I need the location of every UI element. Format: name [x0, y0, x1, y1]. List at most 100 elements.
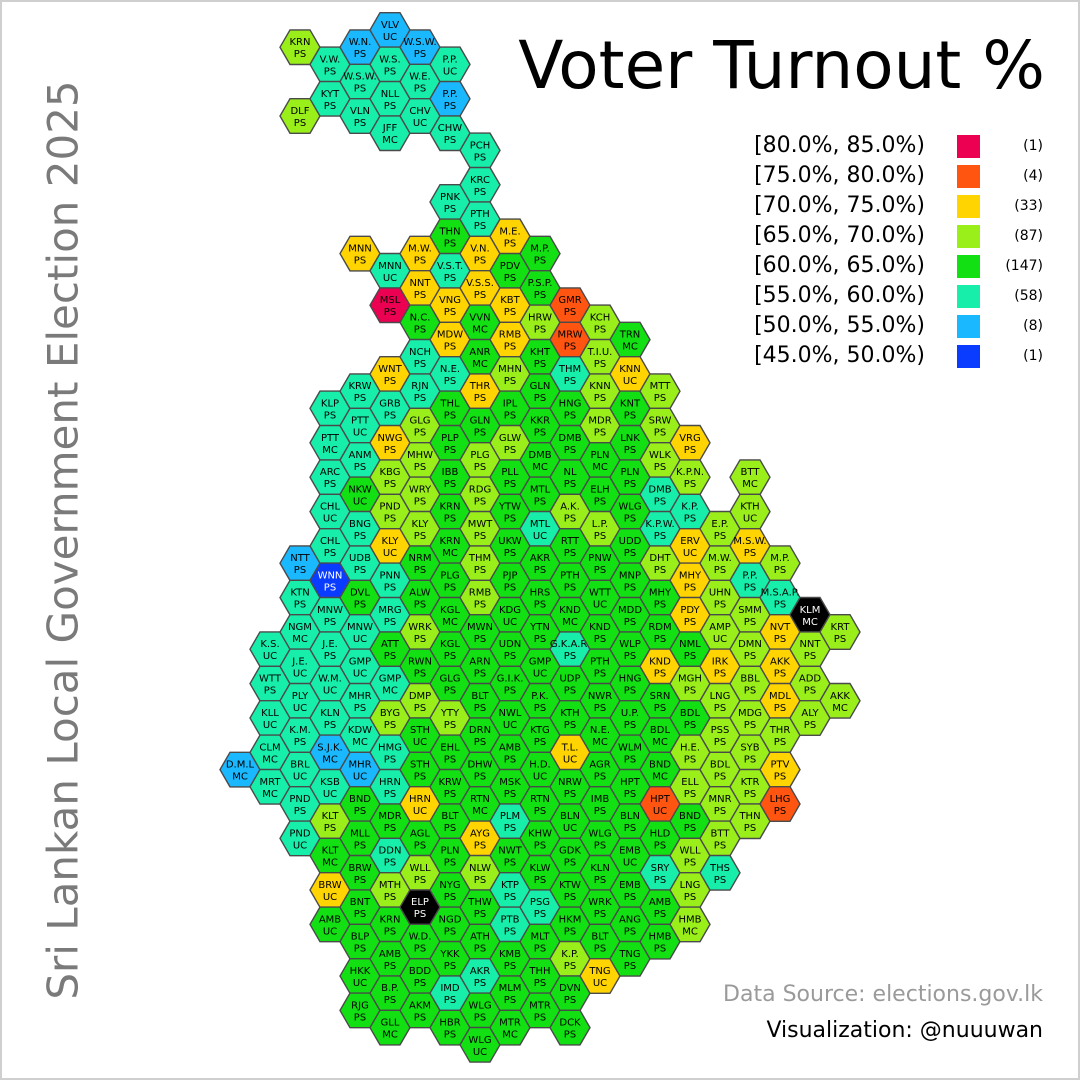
- hex-kind: UC: [383, 548, 397, 559]
- hex-kind: PS: [414, 290, 426, 301]
- legend-swatch: [957, 165, 980, 188]
- hex-kind: PS: [294, 806, 306, 817]
- hex-kind: PS: [294, 600, 306, 611]
- hex-kind: PS: [624, 754, 636, 765]
- hex-kind: PS: [534, 359, 546, 370]
- hex-kind: PS: [804, 651, 816, 662]
- hex-code: UDD: [619, 536, 642, 547]
- hex-code: UDB: [349, 553, 371, 564]
- hex-kind: PS: [744, 789, 756, 800]
- hex-code: G.K.A.R.: [550, 639, 590, 650]
- hex-code: BND: [679, 811, 701, 822]
- hex-cell: [819, 682, 861, 719]
- legend-swatch: [957, 315, 980, 338]
- legend-label: [75.0%, 80.0%): [754, 163, 925, 188]
- hex-code: KTP: [501, 880, 519, 891]
- hex-kind: PS: [474, 187, 486, 198]
- legend-label: [55.0%, 60.0%): [754, 283, 925, 308]
- hex-kind: PS: [654, 668, 666, 679]
- hex-kind: PS: [564, 926, 576, 937]
- hex-code: H.D.: [529, 760, 550, 771]
- hex-kind: PS: [414, 703, 426, 714]
- hex-code: M.P.: [770, 553, 789, 564]
- hex-code: KND: [649, 656, 671, 667]
- hex-kind: PS: [384, 376, 396, 387]
- hex-code: WLG: [618, 502, 641, 513]
- hex-kind: PS: [684, 651, 696, 662]
- hex-code: MHN: [498, 364, 522, 375]
- hex-kind: PS: [744, 823, 756, 834]
- hex-kind: PS: [564, 548, 576, 559]
- hex-code: KHW: [528, 828, 552, 839]
- hex-map: D.M.LMCK.S.UCWTTPSKLLUCCLMMCMRTMCKRNPSDL…: [219, 11, 861, 1063]
- hex-kind: PS: [504, 238, 516, 249]
- hex-kind: PS: [354, 393, 366, 404]
- hex-code: W.N.: [349, 37, 372, 48]
- hex-code: AMP: [709, 622, 731, 633]
- hex-kind: PS: [414, 600, 426, 611]
- hex-code: WLG: [588, 828, 611, 839]
- hex-code: KLW: [529, 863, 550, 874]
- hex-code: YTY: [440, 708, 460, 719]
- hex-code: VLN: [350, 106, 370, 117]
- hex-code: LNG: [710, 691, 731, 702]
- hex-kind: PS: [624, 926, 636, 937]
- hex-code: WNN: [318, 570, 343, 581]
- hex-code: KKR: [530, 416, 550, 427]
- hex-code: MNR: [708, 794, 731, 805]
- hex-kind: PS: [744, 651, 756, 662]
- hex-kind: PS: [714, 531, 726, 542]
- hex-code: KLY: [382, 536, 400, 547]
- hex-code: DDN: [379, 846, 402, 857]
- hex-code: NNT: [799, 639, 821, 650]
- hex-kind: MC: [262, 754, 278, 765]
- hex-code: NCH: [409, 347, 431, 358]
- hex-code: GLL: [381, 1018, 400, 1029]
- hex-kind: PS: [534, 565, 546, 576]
- hex-kind: MC: [832, 703, 848, 714]
- hex-code: WLL: [409, 863, 430, 874]
- hex-kind: PS: [774, 565, 786, 576]
- hex: M.S.A.P.PS: [759, 579, 801, 616]
- hex-kind: PS: [594, 703, 606, 714]
- hex: P.S.P.PS: [519, 270, 561, 306]
- hex-cell: [669, 906, 711, 943]
- hex-kind: PS: [534, 806, 546, 817]
- hex-code: M.S.W.: [733, 536, 766, 547]
- hex-kind: PS: [684, 754, 696, 765]
- hex-code: KYT: [321, 89, 340, 100]
- hex-code: GMR: [558, 295, 581, 306]
- hex-kind: PS: [324, 617, 336, 628]
- hex-code: CHV: [409, 106, 431, 117]
- hex-code: BDD: [409, 966, 432, 977]
- hex-kind: PS: [474, 978, 486, 989]
- hex-code: BLT: [471, 691, 489, 702]
- hex-kind: PS: [414, 565, 426, 576]
- hex-code: J.E.: [321, 639, 338, 650]
- hex-kind: UC: [623, 858, 637, 869]
- hex-kind: PS: [414, 462, 426, 473]
- hex-kind: PS: [414, 772, 426, 783]
- hex-kind: PS: [654, 634, 666, 645]
- hex-code: HBR: [439, 1018, 460, 1029]
- hex-code: KLY: [412, 519, 430, 530]
- hex-code: RMB: [469, 588, 492, 599]
- hex-code: GLG: [409, 416, 430, 427]
- hex-kind: PS: [354, 875, 366, 886]
- hex-code: KGL: [440, 605, 460, 616]
- hex-kind: UC: [383, 273, 397, 284]
- hex-code: W.E.: [409, 72, 430, 83]
- hex-kind: PS: [594, 772, 606, 783]
- hex-code: ELP: [411, 897, 429, 908]
- hex-code: THM: [468, 553, 491, 564]
- hex-code: IMB: [591, 794, 610, 805]
- hex-code: THN: [438, 226, 460, 237]
- hex-kind: UC: [563, 754, 577, 765]
- hex-kind: PS: [684, 617, 696, 628]
- hex-code: AKK: [830, 691, 850, 702]
- hex-kind: PS: [474, 531, 486, 542]
- hex-code: WLP: [619, 639, 641, 650]
- legend-count: (1): [1023, 348, 1043, 364]
